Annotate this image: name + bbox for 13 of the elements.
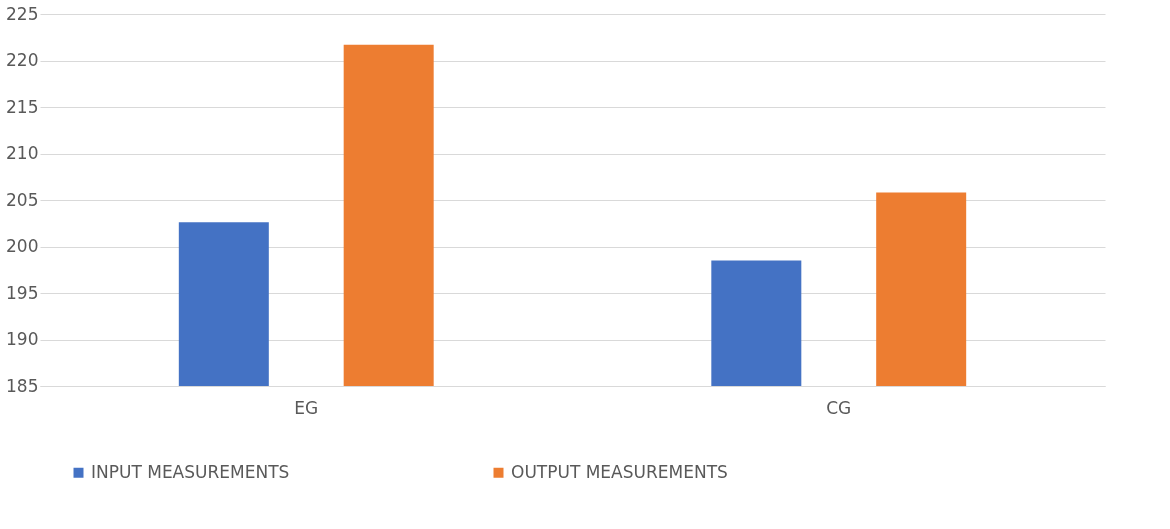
legend-label: OUTPUT MEASUREMENTS: [511, 461, 728, 482]
y-tick-label: 185: [6, 375, 39, 396]
legend-label: INPUT MEASUREMENTS: [91, 461, 290, 482]
y-tick-label: 220: [6, 50, 39, 70]
y-tick-label: 190: [6, 329, 39, 349]
x-tick-label: CG: [826, 397, 852, 418]
y-tick-label: 200: [6, 236, 39, 256]
y-tick-label: 205: [6, 189, 39, 210]
y-tick-label: 215: [6, 96, 39, 117]
y-tick-label: 210: [6, 143, 39, 163]
x-tick-label: EG: [294, 397, 319, 418]
y-tick-label: 225: [6, 3, 39, 24]
y-tick-label: 195: [6, 282, 39, 303]
